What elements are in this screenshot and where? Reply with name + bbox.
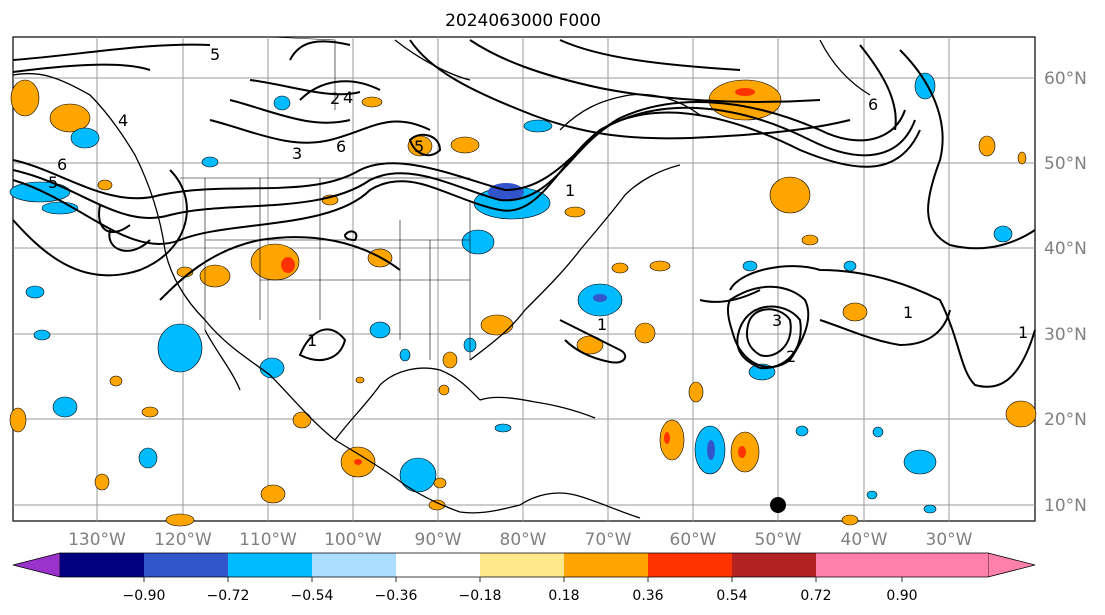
colorbar-cell [564,553,648,577]
contour-label: 3 [292,144,302,163]
contour-label: 2 [330,89,340,108]
lat-label: 20°N [1044,410,1087,430]
contour-label: 6 [57,155,67,174]
lon-label: 100°W [324,530,382,550]
longitude-axis: 130°W 120°W 110°W 100°W 90°W 80°W 70°W 6… [68,530,973,550]
colorbar-tick-label: −0.54 [291,588,334,604]
contour-label: 6 [868,95,878,114]
lon-label: 60°W [670,530,717,550]
colorbar-tick-label: −0.72 [207,588,250,604]
lat-label: 40°N [1044,239,1087,259]
map-panel: 4 5 6 5 4 5 6 3 2 1 1 2 3 1 1 6 1 [9,36,1037,527]
lon-label: 50°W [755,530,802,550]
lon-label: 40°W [841,530,888,550]
colorbar-arrow-left [12,552,61,578]
colorbar-cell [902,553,988,577]
lon-label: 130°W [68,530,126,550]
storm-position-marker [770,497,786,513]
colorbar-cell [396,553,480,577]
graticule [13,37,1035,521]
contour-label: 3 [772,311,782,330]
lon-label: 80°W [500,530,547,550]
colorbar-tick-label: 0.72 [800,588,831,604]
contour-label: 4 [118,111,128,130]
lon-label: 70°W [585,530,632,550]
colorbar-tick-label: 0.54 [716,588,747,604]
contour-label: 4 [343,88,353,107]
lon-label: 30°W [926,530,973,550]
lon-label: 110°W [239,530,297,550]
colorbar-cell [816,553,902,577]
colorbar-cell [312,553,396,577]
lat-label: 60°N [1044,69,1087,89]
colorbar-cell [228,553,312,577]
lat-label: 50°N [1044,154,1087,174]
contour-label: 5 [414,137,424,156]
colorbar-cell [144,553,228,577]
colorbar-tick-label: 0.18 [548,588,579,604]
colorbar-tick-label: −0.90 [123,588,166,604]
contour-label: 5 [48,173,58,192]
contour-label: 1 [903,303,913,322]
lon-label: 90°W [415,530,462,550]
latitude-axis: 60°N 50°N 40°N 30°N 20°N 10°N [1044,69,1087,516]
colorbar-cell [648,553,732,577]
colorbar-tick-label: 0.90 [886,588,917,604]
contour-label: 1 [1018,323,1028,342]
contour-label: 5 [210,45,220,64]
colorbar-tick-label: 0.36 [632,588,663,604]
state-borders [180,36,471,360]
contour-label-group: 4 5 6 5 4 5 6 3 2 1 1 2 3 1 1 6 1 [48,45,1028,366]
contour-lines [12,39,1036,388]
lat-label: 10°N [1044,496,1087,516]
colorbar-tick-label: −0.18 [459,588,502,604]
contour-label: 2 [786,347,796,366]
contour-label: 1 [307,331,317,350]
map-title: 2024063000 F000 [445,11,601,31]
lon-label: 120°W [154,530,212,550]
colorbar-tick-label: −0.36 [375,588,418,604]
contour-label: 1 [597,315,607,334]
contour-label: 6 [336,137,346,156]
lat-label: 30°N [1044,325,1087,345]
colorbar-cell [480,553,564,577]
colorbar-cell [732,553,816,577]
contour-label: 1 [565,181,575,200]
colorbar-cell [60,553,144,577]
colorbar-arrow-right [987,552,1036,578]
colorbar: −0.90 −0.72 −0.54 −0.36 −0.18 0.18 0.36 … [12,552,1036,604]
map-frame [12,36,1036,522]
